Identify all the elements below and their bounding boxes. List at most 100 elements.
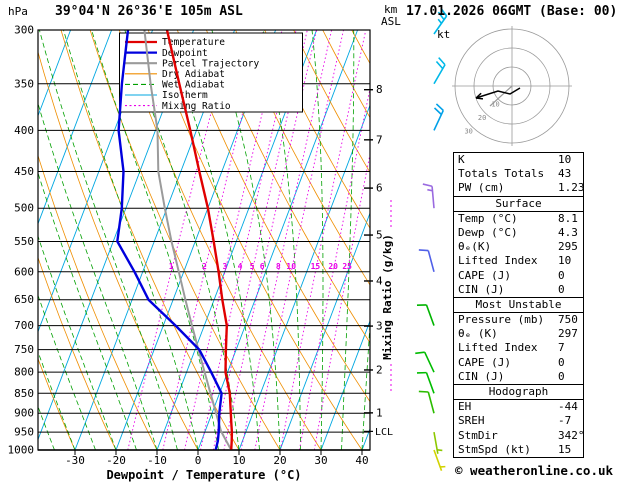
dewpoint-curve bbox=[116, 30, 223, 450]
pressure-tick-label: 300 bbox=[14, 24, 34, 37]
lcl-label: LCL bbox=[375, 427, 393, 438]
row-value: 0 bbox=[558, 369, 565, 383]
row-label: EH bbox=[458, 400, 472, 414]
hodograph-ring bbox=[473, 47, 551, 125]
row-value: 295 bbox=[558, 240, 578, 254]
hodograph-trace bbox=[475, 87, 521, 99]
table-section-header: Most Unstable bbox=[454, 296, 583, 314]
pressure-tick-label: 450 bbox=[14, 165, 34, 178]
row-label: CIN (J) bbox=[458, 282, 505, 296]
table-section-header: Surface bbox=[454, 195, 583, 212]
pressure-tick-label: 400 bbox=[14, 124, 34, 137]
pressure-tick-label: 900 bbox=[14, 407, 34, 420]
hodograph-trace-arrow bbox=[475, 92, 482, 99]
table-row: Pressure (mb) 750 bbox=[454, 313, 583, 327]
temp-tick-label: -10 bbox=[147, 454, 167, 467]
row-label: StmDir bbox=[458, 428, 498, 442]
station-title: 39°04'N 26°36'E 105m ASL bbox=[55, 4, 243, 19]
row-value: -7 bbox=[558, 414, 572, 428]
row-label: PW (cm) bbox=[458, 181, 505, 195]
row-label: θₑ(K) bbox=[458, 240, 492, 254]
temp-tick-label: -20 bbox=[106, 454, 126, 467]
wind-barb bbox=[422, 183, 435, 209]
km-tick-label: 6 bbox=[376, 182, 383, 195]
table-row: PW (cm) 1.23 bbox=[454, 181, 585, 195]
temp-tick-label: 30 bbox=[314, 454, 327, 467]
wind-barb bbox=[416, 371, 435, 394]
row-value: 8.1 bbox=[558, 211, 578, 225]
mixing-ratio-value: 3 bbox=[223, 262, 228, 271]
row-label: CIN (J) bbox=[458, 369, 505, 383]
row-label: Pressure (mb) bbox=[458, 313, 545, 327]
table-row: Lifted Index 10 bbox=[454, 254, 583, 268]
table-row: CIN (J) 0 bbox=[454, 283, 583, 297]
pressure-tick-label: 750 bbox=[14, 343, 34, 356]
row-label: CAPE (J) bbox=[458, 268, 511, 282]
row-value: 297 bbox=[558, 327, 578, 341]
pressure-tick-label: 550 bbox=[14, 235, 34, 248]
table-section-header: Hodograph bbox=[454, 384, 583, 401]
x-axis-title: Dewpoint / Temperature (°C) bbox=[106, 468, 301, 482]
mixing-ratio-labels: 1 2 3 4 5 6 8 10 15 20 25 bbox=[169, 262, 352, 271]
row-value: 43 bbox=[558, 167, 572, 181]
wind-barb bbox=[416, 304, 435, 326]
table-row: Dewp (°C) 4.3 bbox=[454, 226, 583, 240]
row-value: 10 bbox=[558, 254, 572, 268]
pressure-tick-label: 600 bbox=[14, 265, 34, 278]
legend-label: Mixing Ratio bbox=[162, 101, 231, 112]
legend-label: Parcel Trajectory bbox=[162, 58, 260, 69]
wind-barbs bbox=[415, 7, 448, 471]
row-label: Totals Totals bbox=[458, 167, 545, 181]
row-value: 0 bbox=[558, 268, 565, 282]
row-value: 7 bbox=[558, 341, 565, 355]
row-value: 342° bbox=[558, 428, 585, 442]
legend-label: Dry Adiabat bbox=[162, 69, 225, 80]
legend-label: Isotherm bbox=[162, 90, 208, 101]
table-row: StmDir 342° bbox=[454, 428, 585, 443]
row-value: 0 bbox=[558, 355, 565, 369]
temp-tick-label: 10 bbox=[232, 454, 245, 467]
mixing-ratio-value: 10 bbox=[286, 262, 296, 271]
table-row: θₑ(K) 295 bbox=[454, 240, 583, 254]
row-label: Dewp (°C) bbox=[458, 225, 518, 239]
row-value: 1.23 bbox=[558, 181, 585, 195]
mixing-ratio-value: 8 bbox=[276, 262, 281, 271]
mixing-ratio-value: 4 bbox=[238, 262, 243, 271]
row-label: Lifted Index bbox=[458, 341, 538, 355]
mixing-ratio-value: 2 bbox=[202, 262, 207, 271]
hodograph-trace-arrow bbox=[475, 97, 484, 100]
pressure-tick-label: 700 bbox=[14, 319, 34, 332]
table-row: CAPE (J) 0 bbox=[454, 269, 583, 283]
row-label: Lifted Index bbox=[458, 254, 538, 268]
km-tick-label: 7 bbox=[376, 133, 383, 146]
row-value: 10 bbox=[558, 153, 572, 166]
parcel-trajectory-curve bbox=[143, 30, 233, 450]
mixing-ratio-value: 1 bbox=[169, 262, 174, 271]
hodograph: 10 20 30 kt bbox=[437, 26, 572, 146]
pressure-unit-label: hPa bbox=[8, 5, 28, 18]
km-tick-label: 5 bbox=[376, 229, 383, 242]
hodograph-ring-label: 30 bbox=[464, 127, 472, 135]
mixing-ratio-axis-title: Mixing Ratio (g/kg) bbox=[381, 234, 394, 360]
hodograph-ring-label: 10 bbox=[491, 100, 499, 108]
wind-barb bbox=[433, 57, 446, 85]
wind-barb bbox=[433, 431, 443, 454]
table-row: SREH -7 bbox=[454, 414, 583, 428]
table-row: Totals Totals 43 bbox=[454, 167, 583, 181]
row-label: SREH bbox=[458, 414, 485, 428]
mixing-ratio-value: 6 bbox=[260, 262, 265, 271]
wind-barb bbox=[433, 449, 446, 471]
hodograph-ring bbox=[454, 28, 570, 144]
wind-barb bbox=[433, 103, 445, 131]
table-row: StmSpd (kt) 15 bbox=[454, 443, 583, 457]
km-axis-label: km bbox=[384, 3, 398, 16]
plot-border bbox=[37, 29, 371, 451]
row-label: Temp (°C) bbox=[458, 211, 518, 225]
pressure-tick-label: 800 bbox=[14, 366, 34, 379]
table-row: θₑ (K) 297 bbox=[454, 327, 583, 341]
temp-tick-label: -30 bbox=[65, 454, 85, 467]
storm-motion-vector bbox=[489, 85, 513, 107]
copyright: © weatheronline.co.uk bbox=[455, 463, 614, 478]
